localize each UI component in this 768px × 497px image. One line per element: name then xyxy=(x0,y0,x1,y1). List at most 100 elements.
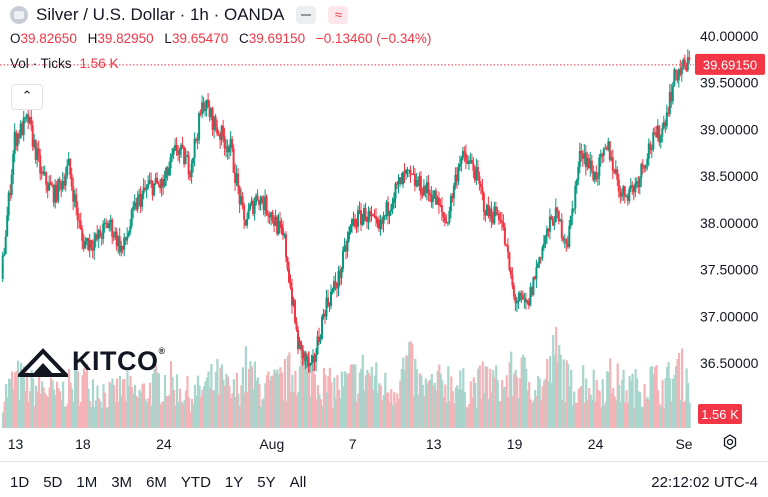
candle-body xyxy=(301,345,304,359)
candle-body xyxy=(13,132,16,154)
volume-bar xyxy=(312,369,315,428)
volume-bar xyxy=(414,358,417,428)
candle-body xyxy=(16,133,19,146)
volume-bar xyxy=(375,362,378,428)
volume-bar xyxy=(231,393,234,428)
volume-bar xyxy=(228,385,231,428)
price-tick-label: 38.50000 xyxy=(700,168,759,184)
volume-bar xyxy=(685,368,688,428)
candle-body xyxy=(508,252,511,270)
range-5y-button[interactable]: 5Y xyxy=(257,474,276,491)
candle-body xyxy=(463,151,466,154)
range-1m-button[interactable]: 1M xyxy=(76,474,98,491)
volume-bar xyxy=(15,371,18,428)
volume-bar xyxy=(214,372,217,428)
candle-body xyxy=(126,236,129,241)
candle-body xyxy=(270,212,273,218)
candle-body xyxy=(315,354,317,362)
range-ytd-button[interactable]: YTD xyxy=(180,474,211,491)
candle-body xyxy=(262,202,265,211)
candle-body xyxy=(413,174,416,186)
volume-bar xyxy=(226,376,229,428)
candle-body xyxy=(9,192,12,196)
candle-body xyxy=(500,220,503,223)
candle-body xyxy=(479,183,482,188)
range-3m-button[interactable]: 3M xyxy=(111,474,133,491)
volume-bar xyxy=(616,363,619,428)
candle-body xyxy=(602,148,605,156)
volume-bar xyxy=(658,403,661,428)
volume-bar xyxy=(646,396,649,428)
candle-body xyxy=(229,139,232,148)
candle-body xyxy=(637,181,640,188)
candle-body xyxy=(123,237,126,250)
volume-bar xyxy=(412,396,415,428)
candle-body xyxy=(97,230,100,240)
volume-bar xyxy=(430,373,433,428)
volume-bar xyxy=(526,390,529,428)
range-all-button[interactable]: All xyxy=(289,474,307,491)
volume-bar xyxy=(444,384,447,428)
candle-body xyxy=(306,356,308,361)
volume-bar xyxy=(69,382,72,428)
candle-body xyxy=(57,179,60,202)
gear-icon[interactable] xyxy=(722,434,738,450)
volume-bar xyxy=(26,371,29,428)
volume-bar xyxy=(151,373,155,428)
volume-bar xyxy=(232,379,235,428)
volume-bar xyxy=(688,402,691,428)
candle-body xyxy=(265,196,268,215)
candle-body xyxy=(199,113,202,115)
candle-body xyxy=(96,234,99,240)
volume-bar xyxy=(333,377,336,428)
volume-bar xyxy=(262,398,265,428)
candle-body xyxy=(442,212,445,217)
volume-bar xyxy=(391,405,394,428)
volume-bar xyxy=(511,395,514,428)
volume-bar xyxy=(531,403,534,428)
volume-bar xyxy=(382,395,385,428)
volume-bar xyxy=(624,402,627,428)
candle-body xyxy=(548,216,551,232)
volume-bar xyxy=(205,377,209,428)
range-6m-button[interactable]: 6M xyxy=(146,474,167,491)
volume-bar xyxy=(21,377,24,428)
volume-bar xyxy=(594,401,597,428)
candle-body xyxy=(604,148,607,150)
candle-body xyxy=(470,160,473,164)
volume-bar xyxy=(270,376,273,428)
range-1d-button[interactable]: 1D xyxy=(10,474,30,491)
candle-body xyxy=(499,220,502,221)
volume-bar xyxy=(171,376,174,428)
candle-body xyxy=(607,141,610,150)
candle-body xyxy=(292,300,295,306)
candle-body xyxy=(331,289,334,292)
volume-bar xyxy=(504,386,507,428)
candle-body xyxy=(449,195,452,211)
volume-bar xyxy=(427,380,430,428)
candle-body xyxy=(87,238,90,250)
candle-body xyxy=(394,183,397,199)
volume-bar xyxy=(523,357,526,428)
candle-body xyxy=(409,169,412,174)
volume-bar xyxy=(286,355,289,428)
range-1y-button[interactable]: 1Y xyxy=(224,474,244,491)
volume-bar xyxy=(475,407,478,428)
range-5d-button[interactable]: 5D xyxy=(43,474,63,491)
volume-bar xyxy=(351,364,354,428)
candle-body xyxy=(288,268,290,283)
candle-body xyxy=(147,183,150,188)
time-tick-label: Aug xyxy=(259,436,284,452)
collapse-legend-button[interactable]: ⌃ xyxy=(11,84,43,110)
volume-bar xyxy=(489,368,492,428)
candle-body xyxy=(589,160,592,168)
volume-bar xyxy=(56,381,59,428)
volume-bar xyxy=(276,369,279,428)
candle-body xyxy=(139,194,142,207)
volume-bar xyxy=(340,371,343,428)
candle-body xyxy=(583,152,586,159)
candle-body xyxy=(316,336,319,355)
candle-body xyxy=(467,161,470,164)
volume-bar xyxy=(588,388,591,428)
